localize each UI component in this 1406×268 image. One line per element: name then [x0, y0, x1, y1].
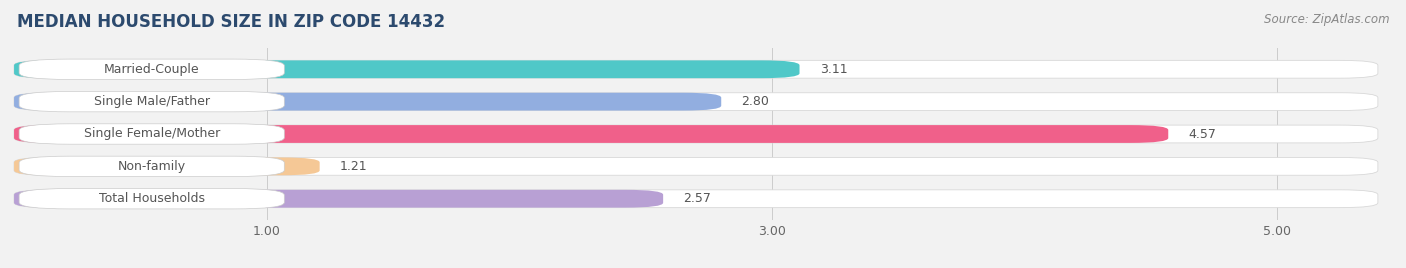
FancyBboxPatch shape [14, 158, 319, 175]
FancyBboxPatch shape [20, 156, 284, 177]
Text: MEDIAN HOUSEHOLD SIZE IN ZIP CODE 14432: MEDIAN HOUSEHOLD SIZE IN ZIP CODE 14432 [17, 13, 444, 31]
Text: 2.57: 2.57 [683, 192, 711, 205]
FancyBboxPatch shape [20, 91, 284, 112]
Text: Married-Couple: Married-Couple [104, 63, 200, 76]
Text: Total Households: Total Households [98, 192, 205, 205]
FancyBboxPatch shape [14, 190, 664, 208]
FancyBboxPatch shape [14, 190, 1378, 208]
Text: 3.11: 3.11 [820, 63, 848, 76]
FancyBboxPatch shape [14, 93, 721, 110]
Text: Source: ZipAtlas.com: Source: ZipAtlas.com [1264, 13, 1389, 27]
Text: Single Female/Mother: Single Female/Mother [83, 128, 219, 140]
FancyBboxPatch shape [14, 158, 1378, 175]
Text: 1.21: 1.21 [340, 160, 367, 173]
Text: Non-family: Non-family [118, 160, 186, 173]
FancyBboxPatch shape [14, 60, 800, 78]
FancyBboxPatch shape [14, 60, 1378, 78]
Text: Single Male/Father: Single Male/Father [94, 95, 209, 108]
FancyBboxPatch shape [14, 93, 1378, 110]
FancyBboxPatch shape [14, 125, 1378, 143]
FancyBboxPatch shape [14, 125, 1168, 143]
Text: 2.80: 2.80 [741, 95, 769, 108]
FancyBboxPatch shape [20, 124, 284, 144]
Text: 4.57: 4.57 [1188, 128, 1216, 140]
FancyBboxPatch shape [20, 188, 284, 209]
FancyBboxPatch shape [20, 59, 284, 80]
